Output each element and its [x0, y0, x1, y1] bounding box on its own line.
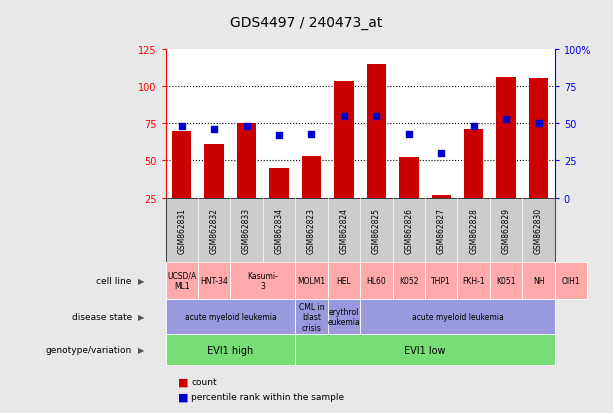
Bar	[302, 157, 321, 198]
Point	[339, 113, 349, 120]
Text: NH: NH	[533, 276, 544, 285]
Text: THP1: THP1	[432, 276, 451, 285]
Bar	[269, 169, 289, 198]
Text: disease state: disease state	[72, 313, 132, 321]
Text: GSM862830: GSM862830	[534, 207, 543, 253]
Text: MOLM1: MOLM1	[297, 276, 326, 285]
Bar	[432, 195, 451, 198]
Text: GSM862824: GSM862824	[340, 207, 348, 253]
Bar	[205, 145, 224, 198]
Point	[436, 150, 446, 157]
Point	[501, 116, 511, 123]
Point	[404, 131, 414, 138]
Text: GSM862831: GSM862831	[177, 207, 186, 253]
Text: EVI1 high: EVI1 high	[207, 345, 254, 355]
Bar	[172, 131, 191, 198]
Text: FKH-1: FKH-1	[462, 276, 485, 285]
Point	[274, 133, 284, 139]
Text: GSM862828: GSM862828	[469, 207, 478, 253]
Point	[469, 123, 479, 130]
Text: GSM862833: GSM862833	[242, 207, 251, 253]
Bar	[367, 64, 386, 198]
Text: GSM862832: GSM862832	[210, 207, 219, 253]
Bar	[497, 78, 516, 198]
Point	[534, 121, 544, 127]
Point	[371, 113, 381, 120]
Text: GSM862825: GSM862825	[372, 207, 381, 253]
Text: ■: ■	[178, 377, 188, 387]
Text: EVI1 low: EVI1 low	[404, 345, 446, 355]
Point	[306, 131, 316, 138]
Text: count: count	[191, 377, 217, 387]
Bar	[334, 82, 354, 198]
Text: GDS4497 / 240473_at: GDS4497 / 240473_at	[230, 16, 383, 30]
Text: genotype/variation: genotype/variation	[45, 346, 132, 354]
Text: GSM862834: GSM862834	[275, 207, 284, 253]
Text: ■: ■	[178, 392, 188, 401]
Text: ▶: ▶	[138, 346, 145, 354]
Point	[177, 123, 186, 130]
Bar	[237, 124, 256, 198]
Bar	[464, 130, 484, 198]
Text: acute myeloid leukemia: acute myeloid leukemia	[411, 313, 503, 321]
Text: cell line: cell line	[96, 276, 132, 285]
Text: GSM862829: GSM862829	[501, 207, 511, 253]
Text: percentile rank within the sample: percentile rank within the sample	[191, 392, 345, 401]
Text: UCSD/A
ML1: UCSD/A ML1	[167, 271, 196, 290]
Text: GSM862827: GSM862827	[436, 207, 446, 253]
Text: K051: K051	[497, 276, 516, 285]
Text: Kasumi-
3: Kasumi- 3	[248, 271, 278, 290]
Text: K052: K052	[399, 276, 419, 285]
Text: HEL: HEL	[337, 276, 351, 285]
Text: ▶: ▶	[138, 276, 145, 285]
Bar	[399, 158, 419, 198]
Text: CML in
blast
crisis: CML in blast crisis	[299, 302, 324, 332]
Text: acute myeloid leukemia: acute myeloid leukemia	[185, 313, 276, 321]
Text: HNT-34: HNT-34	[200, 276, 228, 285]
Point	[242, 123, 251, 130]
Text: GSM862826: GSM862826	[405, 207, 413, 253]
Text: erythrol
eukemia: erythrol eukemia	[327, 307, 360, 327]
Text: GSM862823: GSM862823	[307, 207, 316, 253]
Text: OIH1: OIH1	[562, 276, 581, 285]
Point	[209, 126, 219, 133]
Text: ▶: ▶	[138, 313, 145, 321]
Text: HL60: HL60	[367, 276, 386, 285]
Bar	[529, 79, 548, 198]
